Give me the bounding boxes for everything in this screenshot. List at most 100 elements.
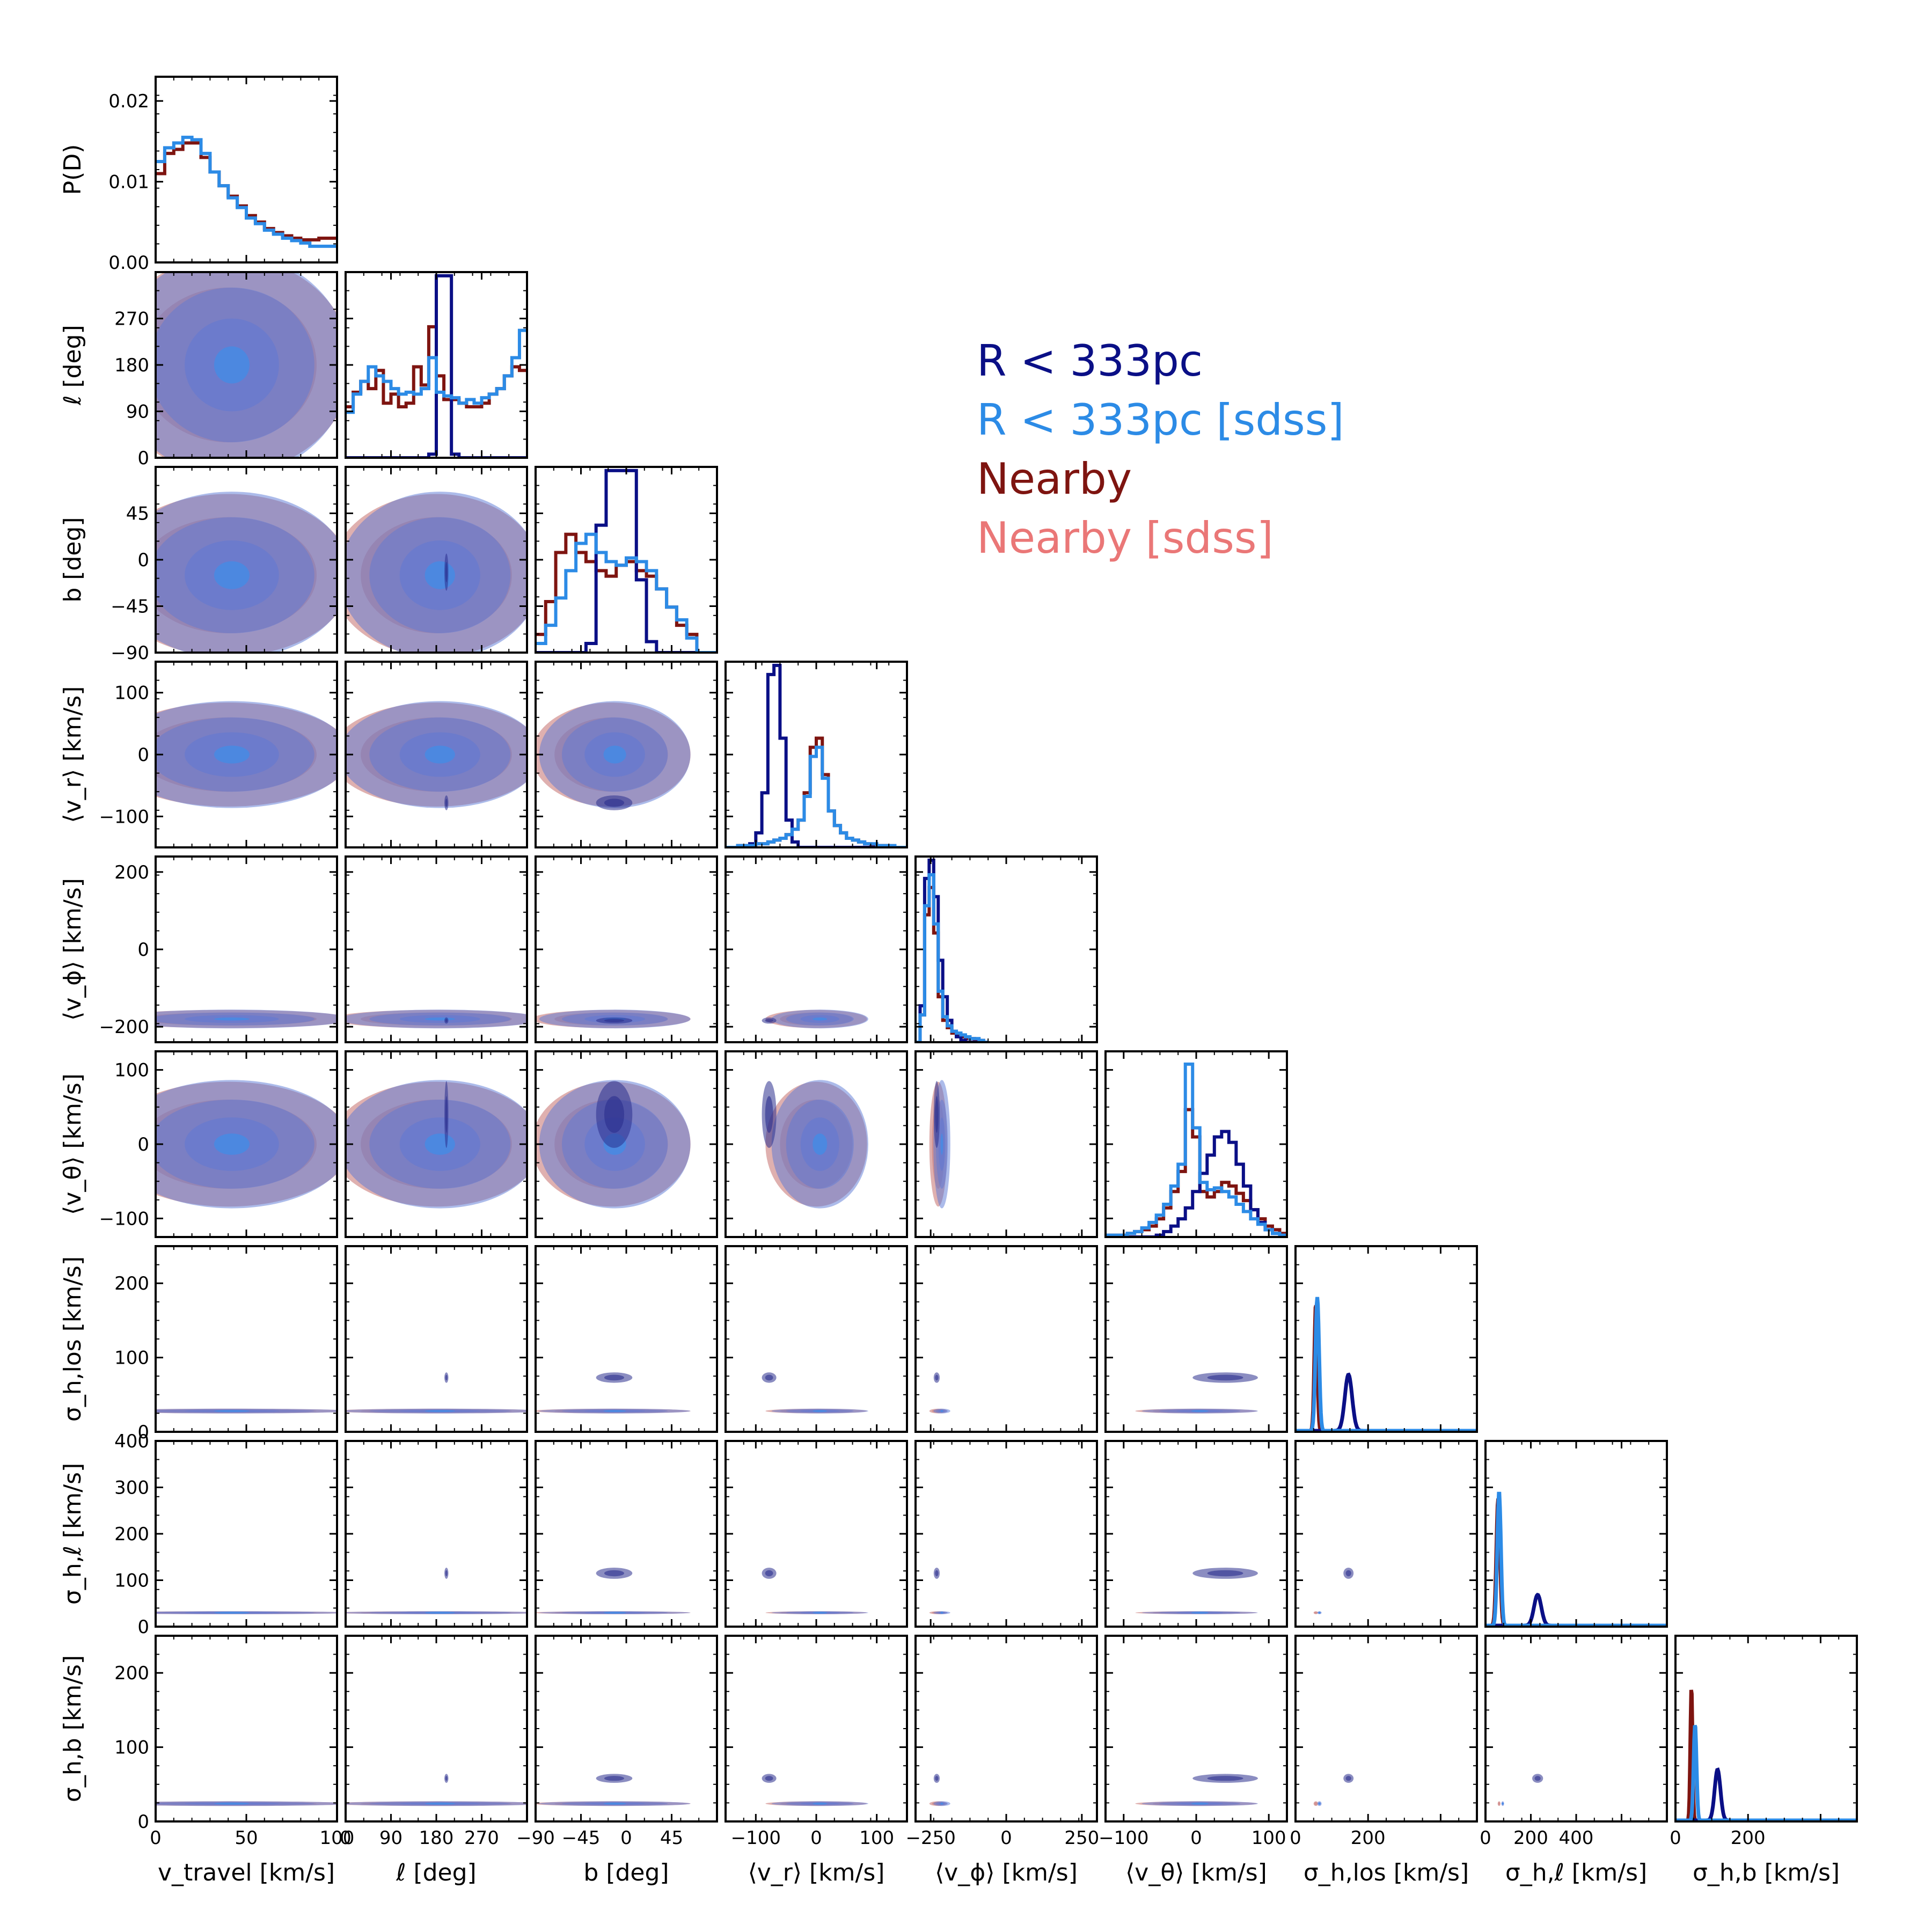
panel-grid: 0.000.010.02090180270−90−45045−1000100−2… — [59, 76, 1858, 1886]
panel-frame — [345, 1635, 528, 1823]
x-axis-label-slos: σ_h,los [km/s] — [1304, 1859, 1469, 1886]
x-tick-label: −45 — [562, 1827, 601, 1849]
tick-marks — [345, 1051, 527, 1237]
hist-vphi-series-2 — [916, 873, 989, 1042]
y-tick-label: 100 — [114, 683, 149, 704]
x-tick-label: 100 — [320, 1827, 355, 1849]
x-tick-label: 100 — [1252, 1827, 1286, 1849]
contour-r333-inner — [935, 1776, 939, 1781]
panel-content — [536, 1080, 691, 1209]
panel-l-slos — [345, 1245, 528, 1433]
x-tick-label: 50 — [235, 1827, 258, 1849]
x-axis-label-vtravel: v_travel [km/s] — [158, 1859, 335, 1886]
contour-r333-inner — [445, 1096, 448, 1133]
contour-sdss-core — [1502, 1802, 1504, 1805]
panel-content — [156, 492, 337, 653]
panel-content — [346, 1372, 527, 1414]
panel-frame — [914, 1440, 1098, 1628]
y-tick-label: −90 — [111, 642, 149, 664]
panel-vphi-vphi — [914, 855, 1098, 1043]
contour-sdss-core — [425, 1410, 455, 1413]
contour-r333-inner — [604, 799, 625, 807]
panel-content — [916, 858, 989, 1042]
x-axis-label-sb: σ_h,b [km/s] — [1693, 1859, 1840, 1886]
tick-marks — [535, 662, 717, 847]
tick-marks — [1674, 1636, 1857, 1823]
x-tick-label: −100 — [731, 1827, 781, 1849]
panel-content — [346, 492, 527, 653]
panel-frame — [1484, 1440, 1668, 1628]
panel-content — [929, 1568, 950, 1614]
panel-vtravel-b: −90 −45 0 45 — [111, 466, 338, 664]
y-tick-label: 100 — [114, 1737, 149, 1759]
contour-sdss-core — [425, 1133, 455, 1155]
tick-marks — [535, 1051, 717, 1237]
panel-frame — [914, 1245, 1098, 1433]
tick-marks — [916, 1246, 1097, 1433]
panel-frame — [724, 1440, 908, 1628]
contour-sdss-core — [1191, 1612, 1209, 1614]
contour-sdss-core — [603, 1612, 626, 1614]
panel-content — [1135, 1372, 1258, 1414]
x-tick-label: 0 — [1670, 1827, 1681, 1849]
x-tick-label: −100 — [1099, 1827, 1148, 1849]
contour-r333-inner — [1534, 1776, 1541, 1781]
tick-marks — [1106, 1636, 1287, 1823]
y-tick-label: 0.02 — [108, 91, 149, 112]
panel-sl-sb: 0 200 400 — [1480, 1635, 1668, 1849]
hist-sb-peak-2 — [1675, 1724, 1856, 1821]
tick-marks — [535, 1246, 717, 1433]
y-tick-label: 0 — [137, 939, 149, 961]
y-tick-label: 0 — [137, 1616, 149, 1638]
panel-content — [156, 135, 337, 248]
y-axis-label-vtheta: ⟨v_θ⟩ [km/s] — [59, 1073, 86, 1215]
x-tick-label: 0 — [620, 1827, 632, 1849]
panel-content — [156, 1009, 337, 1029]
panel-content — [156, 701, 337, 808]
tick-marks — [155, 467, 338, 654]
x-axis-label-vr: ⟨v_r⟩ [km/s] — [748, 1859, 885, 1886]
panel-frame — [155, 1635, 338, 1823]
panel-vr-slos — [724, 1245, 908, 1433]
contour-sdss-core — [813, 1133, 828, 1155]
contour-sdss-core — [214, 1612, 250, 1614]
contour-nearby-outer — [1313, 1611, 1319, 1614]
x-tick-label: 0 — [150, 1827, 162, 1849]
tick-marks — [1106, 1440, 1287, 1628]
panel-content — [156, 272, 337, 458]
panel-content — [536, 1009, 691, 1029]
tick-marks — [916, 1440, 1097, 1628]
panel-vtravel-slos: 0 100 200 — [114, 1245, 338, 1443]
panel-l-b — [345, 466, 528, 654]
y-axis-label-sl: σ_h,ℓ [km/s] — [59, 1463, 86, 1605]
contour-nearby-outer — [1313, 1801, 1319, 1806]
y-tick-label: 0.00 — [108, 252, 149, 274]
contour-r333-inner — [935, 1570, 939, 1577]
x-axis-label-vtheta: ⟨v_θ⟩ [km/s] — [1125, 1859, 1267, 1886]
contour-sdss-core — [425, 1017, 455, 1021]
x-axis-label-l: ℓ [deg] — [396, 1859, 476, 1886]
panel-l-vtheta — [345, 1050, 528, 1238]
panel-frame — [914, 1635, 1098, 1823]
panel-content — [1313, 1774, 1354, 1806]
tick-marks — [535, 467, 717, 654]
panel-l-sb: 0 90 180 270 — [340, 1635, 528, 1849]
y-tick-label: 200 — [114, 1663, 149, 1684]
tick-marks — [535, 1636, 717, 1823]
contour-r333-inner — [445, 1019, 448, 1022]
panel-content — [1296, 1297, 1476, 1432]
panel-content — [346, 1009, 527, 1029]
y-axis-label-pd: P(D) — [59, 144, 86, 195]
hist-vr-series-2 — [726, 745, 907, 847]
contour-nearby-mid — [1314, 1612, 1318, 1614]
contour-sdss-core — [214, 1017, 250, 1021]
panel-content — [1135, 1568, 1258, 1614]
panel-frame — [1674, 1635, 1858, 1823]
tick-marks — [1294, 1440, 1477, 1628]
panel-content — [156, 1080, 337, 1209]
panel-l-vphi — [345, 855, 528, 1043]
contour-sdss-core — [214, 561, 250, 589]
y-tick-label: −100 — [99, 806, 149, 828]
panel-content — [1485, 1491, 1667, 1627]
